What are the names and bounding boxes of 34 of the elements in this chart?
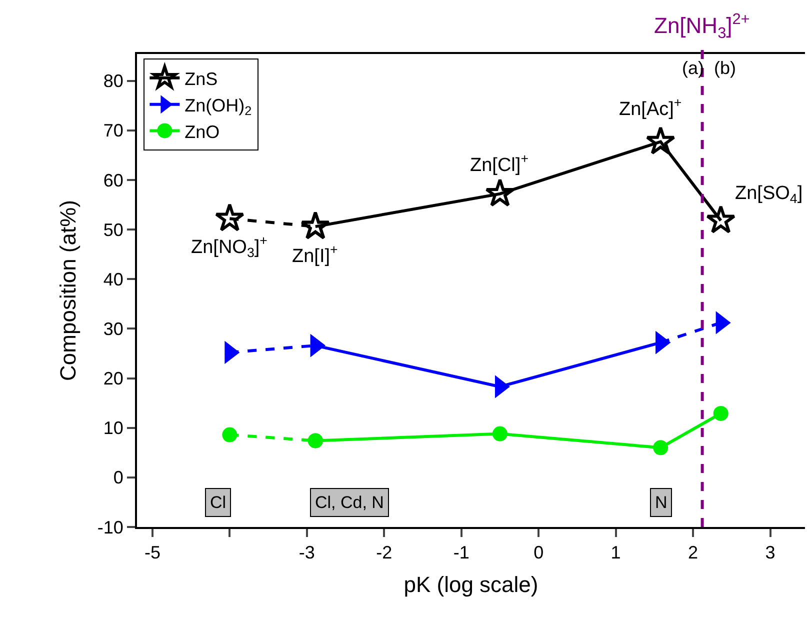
x-tick-label: 1 [610, 542, 621, 563]
x-axis-title: pK (log scale) [404, 572, 538, 597]
annotation: Zn[NO$_{3}$]$^{+}$ [191, 233, 268, 260]
y-tick-label: 30 [103, 318, 124, 339]
annotation: Zn[Ac]$^{+}$ [619, 95, 682, 120]
annotation: Zn[I]$^{+}$ [292, 242, 338, 267]
x-tick-label: -5 [144, 542, 160, 563]
legend-label: ZnS [184, 68, 218, 89]
y-tick-label: 40 [103, 269, 124, 290]
x-tick-label: -2 [376, 542, 392, 563]
x-tick-label: 3 [765, 542, 776, 563]
annotation: Zn[Cl]$^{+}$ [470, 151, 529, 176]
legend-label: Zn(OH)$_{2}$ [184, 95, 252, 118]
y-axis-title: Composition (at%) [56, 200, 81, 381]
ref-line-label: Zn[NH$_{3}$]$^{2+}$ [654, 11, 750, 42]
annotation: N [655, 493, 668, 512]
y-tick-label: 20 [103, 368, 124, 389]
y-tick-label: -10 [97, 517, 124, 538]
y-tick-label: 60 [103, 170, 124, 190]
y-tick-label: 70 [103, 120, 124, 141]
y-tick-label: 50 [103, 220, 124, 240]
annotation: Cl [210, 493, 226, 512]
x-tick-label: 2 [688, 542, 698, 563]
x-tick-label: 0 [534, 542, 544, 563]
y-tick-label: 10 [103, 418, 124, 438]
legend-label: ZnO [184, 122, 220, 142]
y-tick-label: 80 [103, 71, 124, 92]
x-tick-label: -3 [298, 542, 315, 563]
y-tick-label: 0 [113, 468, 124, 488]
annotation: (b) [714, 58, 736, 78]
annotation: (a) [682, 58, 704, 78]
annotation: Zn[SO$_{4}$] [735, 183, 803, 206]
x-tick-label: -1 [453, 542, 470, 563]
annotation: Cl, Cd, N [315, 493, 384, 512]
